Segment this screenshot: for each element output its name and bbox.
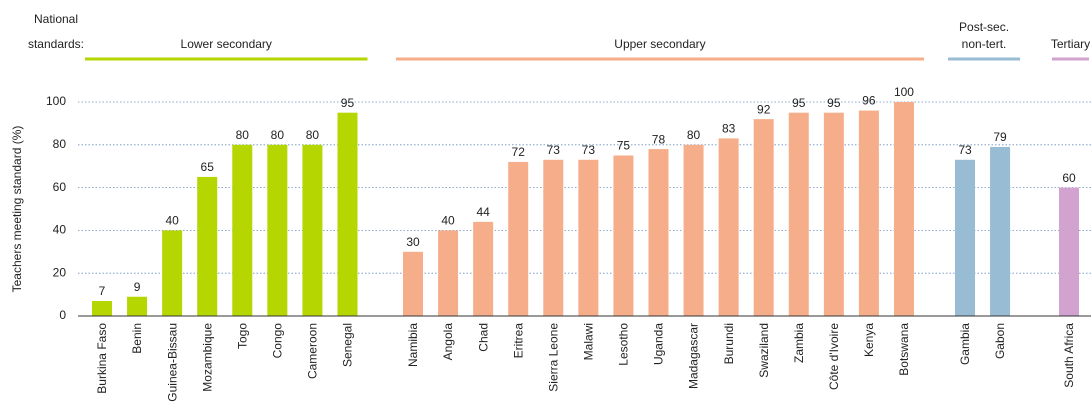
x-tick-label: Togo [235, 323, 249, 349]
x-tick-label: Benin [130, 323, 144, 354]
bar [893, 102, 914, 316]
x-tick-label: Burundi [722, 323, 736, 364]
value-label: 80 [271, 128, 285, 142]
x-tick-label: Kenya [862, 323, 876, 357]
bar [543, 159, 564, 316]
bar [92, 301, 112, 316]
bar [990, 146, 1011, 316]
x-tick-label: Eritrea [511, 323, 525, 359]
bar [403, 251, 423, 316]
x-tick-label: Zambia [792, 323, 806, 363]
value-label: 44 [476, 205, 490, 219]
bar [302, 144, 323, 316]
bar [753, 119, 774, 317]
value-label: 60 [1062, 171, 1076, 185]
x-tick-label: Chad [476, 323, 490, 352]
x-tick-label: Senegal [341, 323, 355, 367]
value-label: 7 [99, 284, 106, 298]
bar [473, 221, 494, 316]
x-tick-label: South Africa [1062, 323, 1076, 388]
bar [648, 149, 669, 316]
value-label: 95 [341, 96, 355, 110]
bar [858, 110, 879, 316]
x-tick-label: Sierra Leone [546, 323, 560, 392]
bar [337, 112, 358, 316]
x-tick-label: Gabon [993, 323, 1007, 359]
value-label: 72 [512, 145, 526, 159]
bar [267, 144, 288, 316]
x-tick-label: Guinea-Bissau [165, 323, 179, 402]
bar [823, 112, 844, 316]
x-tick-label: Namibia [406, 323, 420, 367]
y-tick-label: 0 [59, 308, 66, 322]
value-label: 75 [617, 139, 631, 153]
bar [683, 144, 704, 316]
x-tick-label: Côte d'Ivoire [827, 323, 841, 390]
value-label: 65 [201, 160, 215, 174]
group-label: National [34, 12, 78, 26]
bar [127, 296, 148, 316]
bar [438, 230, 459, 316]
x-tick-label: Madagascar [687, 323, 701, 389]
x-tick-label: Malawi [582, 323, 596, 360]
value-label: 73 [958, 143, 972, 157]
x-tick-label: Congo [271, 323, 285, 359]
bar [197, 176, 218, 316]
group-name: Tertiary [1051, 37, 1090, 51]
value-label: 83 [722, 122, 736, 136]
x-tick-label: Cameroon [306, 323, 320, 379]
value-label: 73 [582, 143, 596, 157]
y-tick-label: 80 [53, 137, 67, 151]
bar [508, 161, 529, 316]
bar [162, 230, 183, 316]
x-tick-label: Uganda [652, 323, 666, 365]
value-label: 78 [652, 132, 666, 146]
bar [578, 159, 599, 316]
bar [955, 159, 975, 316]
group-label: standards: [28, 37, 84, 51]
value-label: 100 [894, 85, 914, 99]
value-label: 95 [827, 96, 841, 110]
bar [1059, 187, 1079, 316]
bar [718, 138, 739, 316]
value-label: 95 [792, 96, 806, 110]
value-label: 80 [236, 128, 250, 142]
x-tick-label: Botswana [897, 323, 911, 376]
value-label: 92 [757, 102, 771, 116]
x-tick-label: Angola [441, 323, 455, 361]
x-tick-label: Burkina Faso [95, 323, 109, 394]
group-name: Post-sec. [959, 20, 1009, 34]
value-label: 80 [687, 128, 701, 142]
bar [232, 144, 253, 316]
y-tick-label: 40 [53, 223, 67, 237]
value-label: 40 [165, 214, 179, 228]
x-tick-label: Mozambique [200, 323, 214, 392]
value-label: 73 [547, 143, 561, 157]
value-label: 40 [441, 214, 455, 228]
y-tick-label: 20 [53, 265, 67, 279]
x-tick-label: Swaziland [757, 323, 771, 378]
bar [613, 155, 634, 316]
y-tick-label: 60 [53, 180, 67, 194]
bar [788, 112, 809, 316]
value-label: 30 [406, 235, 420, 249]
value-label: 79 [993, 130, 1007, 144]
value-label: 96 [862, 94, 876, 108]
x-tick-label: Lesotho [617, 323, 631, 366]
y-axis-label: Teachers meeting standard (%) [10, 126, 24, 293]
value-label: 9 [134, 280, 141, 294]
x-tick-label: Gambia [958, 323, 972, 365]
y-tick-label: 100 [46, 94, 66, 108]
group-name: Upper secondary [614, 37, 705, 51]
value-label: 80 [306, 128, 320, 142]
group-name: non-tert. [962, 37, 1007, 51]
group-name: Lower secondary [181, 37, 272, 51]
